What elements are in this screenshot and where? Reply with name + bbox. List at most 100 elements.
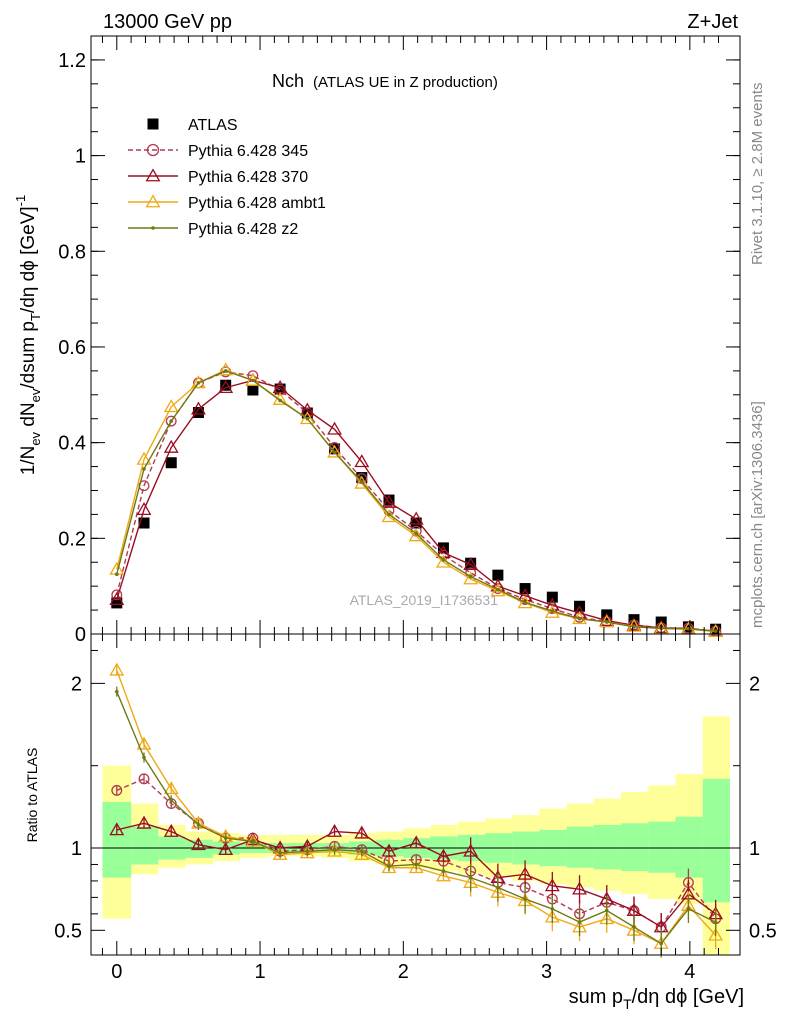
ratio-series-3-point — [496, 885, 500, 890]
ratio-series-1-point — [408, 835, 424, 849]
main-series-0-point — [274, 383, 286, 395]
main-series-4-point — [632, 625, 636, 629]
ratio-ytick-label-right: 0.5 — [749, 920, 777, 942]
main-series-4-point — [359, 480, 364, 484]
legend-label: Pythia 6.428 345 — [188, 143, 308, 160]
main-series-4-point — [496, 587, 500, 592]
ratio-band-green — [675, 816, 703, 878]
header-right: Z+Jet — [687, 11, 738, 33]
main-series-4-point — [550, 609, 555, 613]
main-series-4-point — [142, 467, 146, 471]
main-ytick-label: 0 — [75, 624, 86, 646]
legend-marker — [145, 194, 161, 208]
ratio-series-2-point — [163, 781, 179, 795]
ratio-series-3-point — [305, 849, 310, 854]
main-series-2-point — [109, 591, 125, 605]
title-sub: (ATLAS UE in Z production) — [313, 74, 498, 91]
main-series-4-point — [686, 626, 691, 631]
ratio-series-1-point — [109, 822, 125, 836]
main-series-0-point — [710, 623, 722, 635]
rivet-label: Rivet 3.1.10, ≥ 2.8M events — [749, 83, 766, 266]
ratio-ytick-label-right: 2 — [749, 673, 760, 695]
mcplots-label: mcplots.cern.ch [arXiv:1306.3436] — [749, 401, 766, 628]
main-series-0-point — [165, 457, 177, 469]
ratio-series-2-point — [408, 860, 424, 874]
main-series-2-point — [136, 501, 152, 516]
main-series-3-point — [626, 618, 642, 632]
main-series-4-point — [169, 419, 174, 423]
main-ylabel: 1/Nev dNev/dsum pT/dη dϕ [GeV]-1 — [13, 195, 43, 476]
ratio-series-3-point — [359, 849, 364, 854]
analysis-label: ATLAS_2019_I1736531 — [350, 592, 499, 608]
main-series-3-point — [517, 595, 533, 609]
main-series-4-point — [523, 600, 527, 605]
ratio-series-2-point — [272, 846, 288, 860]
main-ytick-label: 0.8 — [58, 241, 86, 263]
main-series-0-point — [329, 443, 341, 455]
ratio-series-3-point — [468, 875, 473, 880]
main-series-4-point — [278, 398, 282, 403]
legend-label: Pythia 6.428 ambt1 — [188, 195, 326, 212]
ratio-series-1-point — [435, 848, 451, 862]
title-main: Nch — [272, 71, 304, 91]
ratio-series-0-point — [138, 773, 150, 785]
ratio-series-1-point — [517, 866, 533, 880]
main-series-4-point — [114, 572, 119, 576]
ratio-ytick-label: 1 — [71, 838, 82, 860]
main-series-4-point — [223, 369, 228, 373]
main-ytick-label: 1.2 — [58, 50, 86, 72]
main-series-4-point — [441, 558, 446, 562]
legend: ATLAS Pythia 6.428 345 Pythia 6.428 370 Pyt… — [128, 117, 326, 238]
main-series-4-point — [332, 450, 337, 455]
ratio-series-1-point — [163, 823, 179, 837]
main-series-0-point — [437, 542, 449, 554]
legend-label: Pythia 6.428 z2 — [188, 221, 298, 238]
main-series-2-point — [463, 556, 479, 571]
ratio-series-2-point — [136, 736, 152, 750]
main-series-3-point — [218, 362, 234, 376]
ratio-series-3-point — [632, 925, 636, 929]
ratio-ylabel: Ratio to ATLAS — [24, 748, 40, 843]
legend-marker — [145, 168, 161, 182]
main-series-1-point — [111, 589, 123, 601]
main-series-4-point — [604, 620, 609, 624]
ratio-series-1-point — [191, 837, 206, 851]
ratio-series-2-point — [381, 860, 397, 874]
ratio-series-3-point — [223, 836, 228, 840]
ratio-xtick-label: 1 — [254, 961, 265, 983]
legend-label: ATLAS — [188, 117, 238, 134]
main-series-0-point — [111, 597, 123, 609]
ratio-band-green — [131, 826, 159, 865]
ratio-ytick-label-right: 1 — [749, 838, 760, 860]
ratio-series-1-point — [136, 815, 152, 829]
main-series-2-point — [381, 494, 397, 508]
main-series-2-point — [191, 401, 206, 415]
ratio-frame — [90, 633, 741, 956]
main-title: Nch (ATLAS UE in Z production) — [272, 71, 498, 91]
legend-marker — [146, 143, 160, 157]
ratio-band-green — [648, 821, 676, 873]
main-series-3-point — [354, 475, 370, 489]
ratio-series-3-point — [196, 823, 201, 827]
main-series-0-point — [220, 379, 232, 391]
main-ytick-label: 0.2 — [58, 528, 86, 550]
ratio-series-3-point — [114, 689, 119, 694]
main-series-4-point — [387, 512, 391, 517]
ratio-series-1-point — [544, 878, 560, 892]
ratio-xtick-label: 2 — [398, 961, 409, 983]
ratio-series-3-point — [142, 755, 146, 760]
ratio-series-3-point — [577, 920, 582, 924]
ratio-ticks: 0.5 0.5 1 1 2 2 0 1 2 3 4 — [54, 634, 777, 983]
ratio-series-3-point — [686, 907, 691, 911]
main-series-3-point — [327, 444, 342, 458]
ratio-series-1-point — [463, 843, 479, 857]
ratio-xtick-label: 3 — [541, 961, 552, 983]
ratio-series-3-point — [550, 907, 555, 911]
main-ytick-label: 1 — [75, 146, 86, 168]
main-series-2-point — [299, 402, 315, 416]
ratio-series-3-point — [659, 941, 664, 946]
ratio-series-3-point — [523, 897, 527, 901]
ratio-ytick-label: 0.5 — [54, 920, 82, 942]
main-series-2-point — [599, 612, 615, 626]
main-ytick-label: 0.4 — [58, 433, 86, 455]
